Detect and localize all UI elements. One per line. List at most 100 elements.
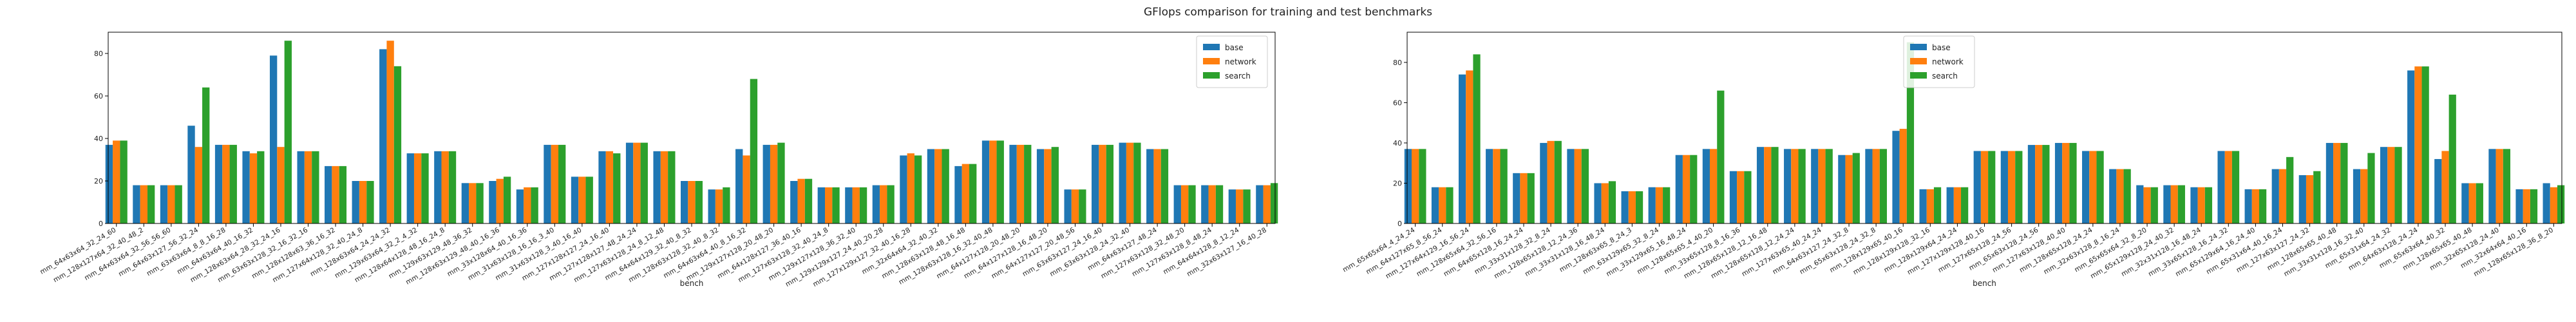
y-tick-label: 0: [1397, 220, 1402, 228]
bar-base: [379, 49, 387, 224]
bar-network: [332, 166, 339, 223]
bar-network: [1153, 149, 1161, 223]
bar-base: [516, 189, 524, 223]
bar-network: [1764, 147, 1772, 223]
bar-base: [325, 166, 332, 223]
bar-base: [1756, 147, 1765, 223]
bar-base: [735, 149, 743, 223]
bar-search: [1690, 155, 1698, 223]
bar-network: [715, 189, 723, 223]
bar-search: [175, 185, 182, 223]
bar-base: [1973, 151, 1981, 223]
bar-base: [1228, 189, 1236, 223]
bar-search: [229, 144, 237, 223]
bar-base: [1784, 149, 1792, 223]
legend-label-base: base: [1932, 43, 1951, 52]
bar-search: [2042, 145, 2050, 223]
bar-base: [2380, 147, 2388, 223]
bar-search: [1717, 90, 1725, 223]
bar-base: [981, 140, 990, 223]
bar-network: [961, 164, 970, 223]
bar-search: [723, 187, 730, 223]
y-tick-label: 0: [99, 220, 103, 228]
bar-base: [297, 151, 305, 223]
bar-search: [613, 153, 621, 223]
bar-network: [304, 151, 312, 223]
y-tick-label: 60: [94, 92, 103, 100]
bar-search: [1663, 187, 1671, 223]
bar-network: [496, 178, 504, 223]
legend-swatch-base: [1203, 44, 1220, 50]
bar-base: [653, 151, 661, 223]
legend-swatch-network: [1203, 58, 1220, 64]
bar-network: [1208, 185, 1216, 223]
bar-base: [1811, 149, 1819, 223]
bar-search: [339, 166, 347, 223]
bar-search: [1933, 187, 1942, 223]
bar-base: [1621, 191, 1629, 223]
bar-search: [1419, 149, 1426, 223]
bar-base: [1009, 144, 1017, 223]
bar-network: [2143, 187, 2151, 223]
bar-network: [524, 187, 531, 223]
bar-search: [1744, 171, 1752, 223]
y-tick-label: 40: [94, 135, 103, 143]
x-axis-label: bench: [1973, 279, 1996, 288]
bar-search: [558, 144, 566, 223]
bar-search: [2367, 153, 2375, 223]
bar-network: [1044, 149, 1052, 223]
bar-search: [476, 183, 484, 223]
bar-base: [1702, 149, 1710, 223]
chart-left: 020406080mm_64x63x64_32_24_60mm_128x127x…: [39, 32, 1278, 289]
bar-base: [2325, 142, 2334, 223]
bar-network: [633, 142, 641, 223]
bar-base: [817, 187, 825, 223]
bar-base: [1594, 183, 1602, 223]
bar-search: [1798, 149, 1806, 223]
bar-network: [1655, 187, 1663, 223]
bar-search: [147, 185, 155, 223]
bar-network: [2468, 183, 2476, 223]
bar-search: [2231, 151, 2240, 223]
bar-network: [140, 185, 147, 223]
y-tick-label: 80: [94, 50, 103, 58]
bar-base: [2244, 189, 2252, 223]
legend-swatch-search: [1909, 72, 1927, 79]
bar-search: [257, 151, 265, 223]
bar-network: [1439, 187, 1446, 223]
bar-base: [2190, 187, 2198, 223]
bar-network: [1872, 149, 1880, 223]
bar-search: [1608, 181, 1616, 223]
legend-swatch-base: [1909, 44, 1927, 50]
bar-base: [2000, 151, 2008, 223]
bar-search: [2069, 142, 2077, 223]
bar-network: [1845, 155, 1853, 223]
bar-base: [461, 183, 469, 223]
bar-base: [352, 181, 359, 223]
legend-label-network: network: [1932, 57, 1964, 66]
bar-base: [1064, 189, 1072, 223]
bar-network: [605, 151, 614, 223]
bar-search: [2123, 169, 2131, 223]
bar-search: [448, 151, 457, 223]
bar-network: [2224, 151, 2232, 223]
bar-search: [2150, 187, 2158, 223]
bar-network: [1737, 171, 1745, 223]
bar-search: [120, 140, 128, 223]
bar-network: [1574, 149, 1582, 223]
bar-network: [2251, 189, 2259, 223]
bar-base: [680, 181, 688, 223]
bar-network: [1263, 185, 1271, 223]
bar-base: [2353, 169, 2361, 223]
bar-network: [113, 140, 120, 223]
bar-network: [1520, 173, 1528, 223]
bar-base: [845, 187, 853, 223]
bar-search: [1243, 189, 1251, 223]
bar-base: [954, 166, 962, 223]
bar-search: [2177, 185, 2185, 223]
bar-search: [1581, 149, 1589, 223]
bar-base: [1865, 149, 1873, 223]
bar-search: [2204, 187, 2213, 223]
bar-network: [852, 187, 860, 223]
bar-base: [900, 155, 907, 223]
